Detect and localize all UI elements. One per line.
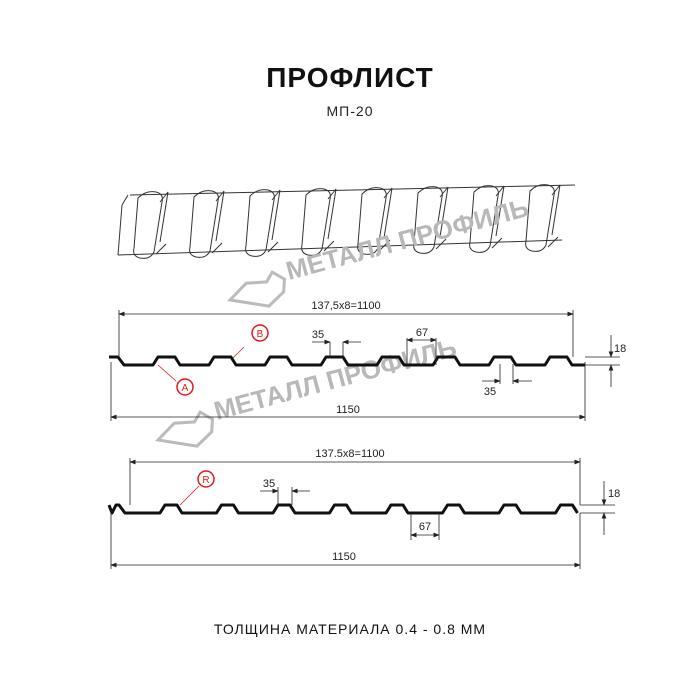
model-label: МП-20 bbox=[326, 103, 374, 119]
watermark-text: МЕТАЛЛ ПРОФИЛЬ bbox=[211, 332, 460, 426]
crest-label: 35 bbox=[312, 329, 324, 341]
pitch-gap-label: 67 bbox=[416, 327, 428, 339]
thickness-note: ТОЛЩИНА МАТЕРИАЛА 0.4 - 0.8 ММ bbox=[213, 621, 487, 637]
marker-a bbox=[176, 378, 194, 396]
pitch-label: 137,5x8=1100 bbox=[311, 300, 380, 312]
profile-top bbox=[109, 310, 620, 421]
marker-r-label: R bbox=[202, 475, 209, 486]
sheet-3d-illustration bbox=[117, 184, 576, 259]
profile-bottom-outline bbox=[107, 503, 579, 515]
marker-r bbox=[197, 470, 215, 488]
marker-a-label: A bbox=[182, 383, 189, 394]
height-label: 18 bbox=[614, 343, 626, 355]
marker-b-label: B bbox=[257, 329, 264, 340]
watermark-2: МЕТАЛЛ ПРОФИЛЬ bbox=[154, 332, 460, 448]
height-label-2: 18 bbox=[608, 488, 620, 500]
total-label: 1150 bbox=[336, 404, 360, 416]
marker-b bbox=[251, 324, 269, 342]
total-label-2: 1150 bbox=[332, 551, 356, 563]
pitch-gap-label-2: 67 bbox=[419, 521, 431, 533]
page-title: ПРОФЛИСТ bbox=[266, 62, 434, 93]
valley-label: 35 bbox=[484, 386, 496, 398]
profile-top-outline bbox=[109, 355, 585, 367]
watermark-text: МЕТАЛЛ ПРОФИЛЬ bbox=[283, 192, 532, 286]
profile-bottom bbox=[107, 458, 615, 569]
watermark-1: МЕТАЛЛ ПРОФИЛЬ bbox=[226, 192, 532, 308]
pitch-label-2: 137.5x8=1100 bbox=[315, 448, 384, 460]
crest-label-2: 35 bbox=[263, 478, 275, 490]
